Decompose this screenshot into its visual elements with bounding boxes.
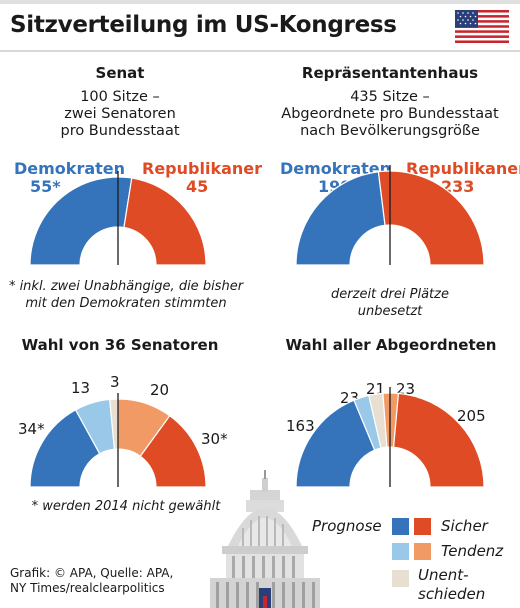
senate-rep-label: Republikaner: [142, 159, 263, 178]
source-line-2: NY Times/realclearpolitics: [10, 581, 165, 595]
page-title: Sitzverteilung im US-Kongress: [10, 12, 397, 38]
senate-election-note: * werden 2014 nicht gewählt: [31, 499, 221, 514]
senate-sub-1: 100 Sitze –: [80, 89, 160, 105]
legend-dem-sure-swatch: [392, 518, 409, 535]
legend-dem-trend-swatch: [392, 543, 409, 560]
house-sub-2: Abgeordnete pro Bundesstaat: [281, 106, 499, 122]
house-note-1: derzeit drei Plätze: [331, 287, 449, 302]
house-heading: Repräsentantenhaus: [301, 64, 479, 82]
senate-election-rep-sure-value: 30*: [201, 430, 228, 448]
us-flag-icon: [455, 10, 509, 43]
house-rep-value: 233: [441, 177, 475, 196]
senate-election-rep-trend-value: 20: [150, 381, 170, 399]
senate-segment-1: [29, 176, 133, 266]
senate-note-2: mit den Demokraten stimmten: [25, 296, 227, 311]
legend-sicher: Sicher: [441, 517, 488, 535]
senate-election-undecided-value: 3: [110, 373, 120, 391]
house-dem-label: Demokraten: [280, 159, 392, 178]
house-rep-label: Republikaner: [406, 159, 520, 178]
legend-prognose: Prognose: [312, 517, 382, 535]
legend-rep-trend-swatch: [414, 543, 431, 560]
senate-election-segment-5: [139, 414, 207, 488]
house-election-dem-sure-value: 163: [286, 417, 315, 435]
house-sub-3: nach Bevölkerungsgröße: [300, 123, 480, 139]
house-note-2: unbesetzt: [357, 304, 423, 319]
senate-dem-value: 55*: [30, 177, 61, 196]
senate-election-dem-sure-value: 34*: [18, 420, 45, 438]
senate-dem-label: Demokraten: [14, 159, 126, 178]
senate-sub-3: pro Bundesstaat: [60, 123, 180, 139]
legend-rep-sure-swatch: [414, 518, 431, 535]
senate-segment-2: [123, 177, 207, 266]
senate-election-segment-1: [29, 409, 101, 488]
house-election-segment-5: [392, 392, 485, 488]
senate-note-1: * inkl. zwei Unabhängige, die bisher: [8, 279, 244, 294]
capitol-building-illustration: [210, 470, 320, 608]
house-segment-1: [295, 171, 386, 266]
senate-heading: Senat: [95, 64, 145, 82]
house-election-rep-sure-value: 205: [457, 407, 486, 425]
house-sub-1: 435 Sitze –: [350, 89, 430, 105]
top-bar: [0, 0, 520, 4]
senate-rep-value: 45: [186, 177, 209, 196]
source-credit: Grafik: © APA, Quelle: APA, NY Times/rea…: [10, 566, 173, 596]
senate-election-dem-trend-value: 13: [71, 379, 91, 397]
title-divider: [0, 50, 520, 52]
senate-sub-2: zwei Senatoren: [64, 106, 176, 122]
source-line-1: Grafik: © APA, Quelle: APA,: [10, 566, 174, 580]
senate-election-heading: Wahl von 36 Senatoren: [21, 336, 219, 354]
legend-unent-2: schieden: [418, 585, 486, 603]
house-segment-2: [377, 170, 485, 266]
legend-unent-1: Unent-: [418, 566, 469, 584]
house-election-heading: Wahl aller Abgeordneten: [285, 336, 497, 354]
legend-tendenz: Tendenz: [441, 542, 504, 560]
legend-undecided-swatch: [392, 570, 409, 587]
house-election-segment-1: [295, 399, 376, 488]
